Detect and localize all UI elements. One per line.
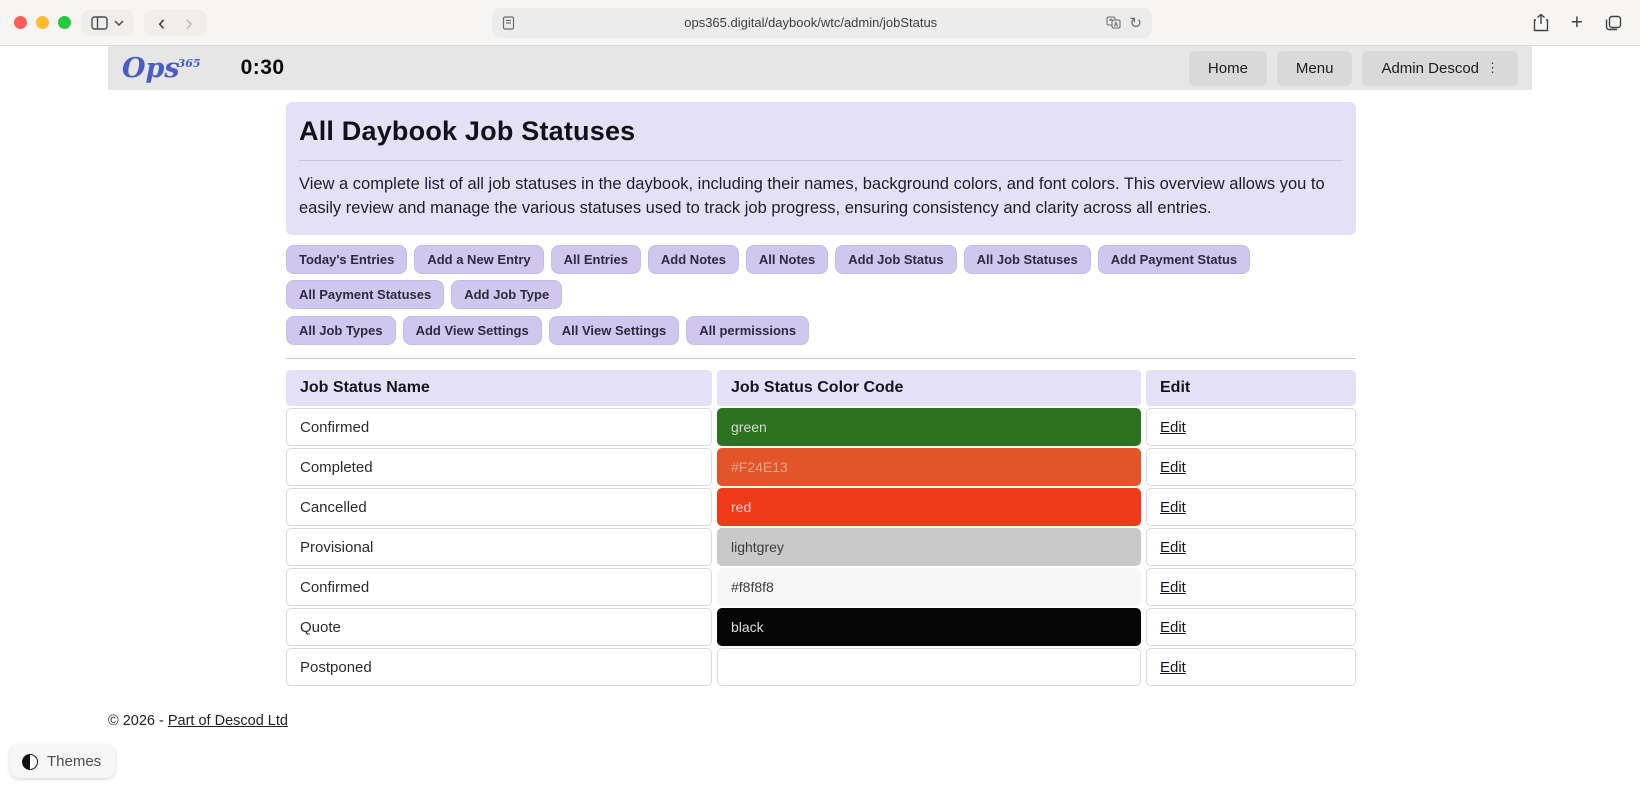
action-pill[interactable]: Add Notes [647, 245, 739, 274]
action-pill[interactable]: Add a New Entry [414, 245, 544, 274]
status-color-cell: red [717, 488, 1141, 526]
sidebar-toggle-button[interactable] [81, 9, 134, 36]
copyright-text: © 2026 - [108, 713, 168, 729]
back-button[interactable]: ‹ [158, 9, 166, 35]
status-name-cell: Cancelled [286, 488, 712, 526]
edit-cell: Edit [1146, 648, 1356, 686]
action-pill[interactable]: All View Settings [548, 316, 680, 345]
action-pill[interactable]: All permissions [686, 316, 810, 345]
job-status-table: Job Status Name Job Status Color Code Ed… [286, 370, 1356, 686]
action-pill[interactable]: All Notes [745, 245, 829, 274]
header-nav: Home Menu Admin Descod ⋮ [1188, 50, 1518, 86]
action-buttons-row-2: All Job Types Add View Settings All View S… [286, 316, 1356, 345]
url-text[interactable]: ops365.digital/daybook/wtc/admin/jobStat… [684, 15, 938, 30]
column-header-name: Job Status Name [286, 370, 712, 406]
contrast-icon [22, 753, 38, 770]
status-color-cell [717, 648, 1141, 686]
sidebar-icon [91, 15, 108, 30]
status-color-cell: black [717, 608, 1141, 646]
chevron-down-icon [114, 19, 124, 26]
share-button[interactable] [1533, 13, 1549, 32]
tabs-overview-button[interactable] [1605, 15, 1622, 31]
site-header: Ops365 0:30 Home Menu Admin Descod ⋮ [108, 46, 1532, 90]
status-name-cell: Confirmed [286, 408, 712, 446]
close-window-button[interactable] [14, 16, 27, 29]
edit-cell: Edit [1146, 568, 1356, 606]
kebab-menu-icon: ⋮ [1486, 60, 1499, 75]
browser-toolbar: ‹ › ops365.digital/daybook/wtc/admin/job… [0, 0, 1640, 46]
session-timer: 0:30 [240, 56, 285, 79]
action-buttons-row-1: Today's Entries Add a New Entry All Entrie… [286, 245, 1356, 309]
edit-link[interactable]: Edit [1160, 458, 1186, 476]
edit-link[interactable]: Edit [1160, 618, 1186, 636]
page-title: All Daybook Job Statuses [299, 116, 636, 146]
status-name-cell: Completed [286, 448, 712, 486]
edit-link[interactable]: Edit [1160, 418, 1186, 436]
admin-user-button[interactable]: Admin Descod ⋮ [1362, 50, 1518, 86]
edit-cell: Edit [1146, 488, 1356, 526]
action-pill[interactable]: Add Payment Status [1097, 245, 1251, 274]
company-link[interactable]: Part of Descod Ltd [167, 713, 288, 729]
action-pill[interactable]: Add Job Type [451, 280, 563, 309]
status-name-cell: Postponed [286, 648, 712, 686]
translate-icon[interactable] [1106, 16, 1121, 29]
edit-cell: Edit [1146, 408, 1356, 446]
page-description: View a complete list of all job statuses… [299, 175, 1325, 217]
column-header-color-code: Job Status Color Code [717, 370, 1141, 406]
status-color-cell: lightgrey [717, 528, 1141, 566]
main-content: All Daybook Job Statuses View a complete… [286, 102, 1356, 686]
status-name-cell: Provisional [286, 528, 712, 566]
menu-button[interactable]: Menu [1276, 50, 1353, 86]
reader-mode-icon[interactable] [502, 15, 515, 30]
action-pill[interactable]: Add Job Status [835, 245, 957, 274]
status-name-cell: Quote [286, 608, 712, 646]
edit-cell: Edit [1146, 608, 1356, 646]
hero-divider [299, 160, 1343, 161]
status-color-cell: #F24E13 [717, 448, 1141, 486]
edit-link[interactable]: Edit [1160, 658, 1186, 676]
edit-cell: Edit [1146, 528, 1356, 566]
home-button[interactable]: Home [1188, 50, 1267, 86]
status-name-cell: Confirmed [286, 568, 712, 606]
themes-button[interactable]: Themes [10, 745, 116, 778]
column-header-edit: Edit [1146, 370, 1356, 406]
action-pill[interactable]: All Job Statuses [963, 245, 1091, 274]
fullscreen-window-button[interactable] [58, 16, 71, 29]
new-tab-button[interactable]: + [1570, 10, 1583, 34]
page-header-card: All Daybook Job Statuses View a complete… [286, 102, 1356, 235]
action-pill[interactable]: All Job Types [286, 316, 396, 345]
footer: © 2026 - Part of Descod Ltd [108, 713, 1640, 729]
address-bar[interactable]: ops365.digital/daybook/wtc/admin/jobStat… [492, 7, 1152, 38]
edit-link[interactable]: Edit [1160, 578, 1186, 596]
table-separator [286, 358, 1356, 359]
action-pill[interactable]: Today's Entries [286, 245, 408, 274]
minimize-window-button[interactable] [36, 16, 49, 29]
window-controls [14, 16, 71, 29]
status-color-cell: green [717, 408, 1141, 446]
reload-button[interactable]: ↻ [1129, 14, 1142, 32]
history-nav: ‹ › [144, 9, 207, 36]
edit-link[interactable]: Edit [1160, 498, 1186, 516]
action-pill[interactable]: All Entries [550, 245, 641, 274]
edit-cell: Edit [1146, 448, 1356, 486]
edit-link[interactable]: Edit [1160, 538, 1186, 556]
action-pill[interactable]: All Payment Statuses [286, 280, 445, 309]
status-color-cell: #f8f8f8 [717, 568, 1141, 606]
ops365-logo[interactable]: Ops365 [122, 52, 201, 84]
forward-button[interactable]: › [185, 9, 193, 35]
action-pill[interactable]: Add View Settings [402, 316, 542, 345]
